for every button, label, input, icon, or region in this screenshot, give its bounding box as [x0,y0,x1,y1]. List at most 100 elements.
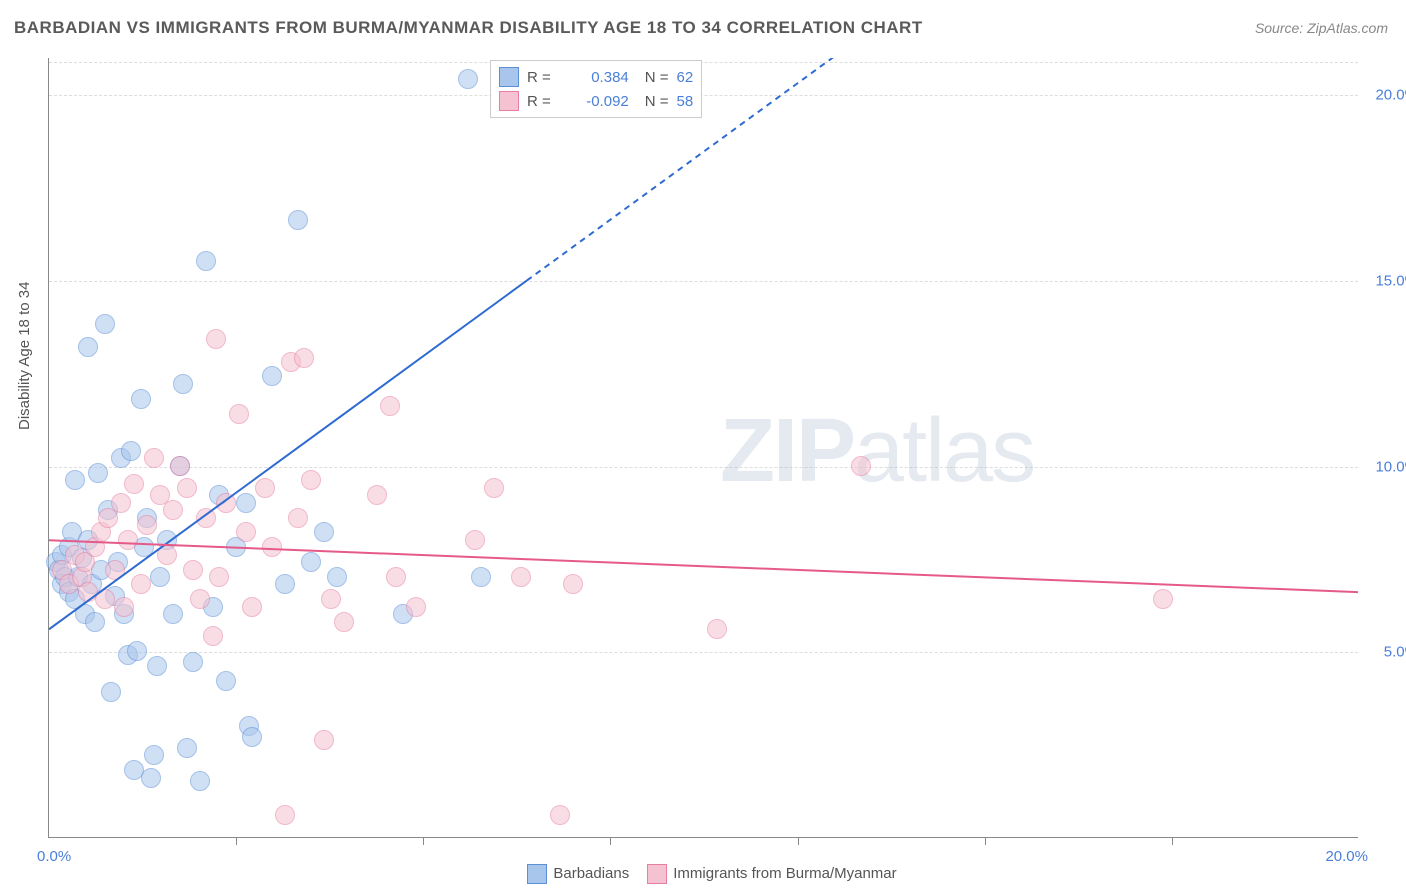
gridline [49,95,1358,96]
plot-area: 5.0%10.0%15.0%20.0%0.0%20.0% [48,58,1358,838]
n-value: 62 [677,69,694,86]
x-tick [236,837,237,845]
data-point [288,210,308,230]
x-origin-label: 0.0% [37,848,71,865]
data-point [131,574,151,594]
data-point [229,404,249,424]
data-point [78,337,98,357]
data-point [367,485,387,505]
gridline [49,62,1358,63]
data-point [294,348,314,368]
n-value: 58 [677,93,694,110]
data-point [511,567,531,587]
data-point [380,396,400,416]
legend-series-label: Immigrants from Burma/Myanmar [673,865,896,882]
gridline [49,652,1358,653]
correlation-legend: R = 0.384 N = 62 R = -0.092 N = 58 [490,60,702,118]
data-point [124,474,144,494]
data-point [314,730,334,750]
x-tick [423,837,424,845]
data-point [127,641,147,661]
data-point [144,745,164,765]
data-point [163,604,183,624]
x-tick [610,837,611,845]
data-point [275,574,295,594]
y-axis-label: Disability Age 18 to 34 [16,282,33,430]
r-value: 0.384 [559,69,629,86]
data-point [173,374,193,394]
data-point [471,567,491,587]
data-point [65,470,85,490]
data-point [170,456,190,476]
data-point [550,805,570,825]
legend-swatch [499,67,519,87]
data-point [88,463,108,483]
r-label: R = [527,93,551,110]
data-point [114,597,134,617]
data-point [262,537,282,557]
data-point [150,567,170,587]
data-point [386,567,406,587]
legend-series-label: Barbadians [553,865,629,882]
data-point [465,530,485,550]
chart-title: BARBADIAN VS IMMIGRANTS FROM BURMA/MYANM… [14,18,923,38]
data-point [95,314,115,334]
data-point [255,478,275,498]
gridline [49,281,1358,282]
data-point [196,251,216,271]
data-point [262,366,282,386]
x-max-label: 20.0% [1325,848,1368,865]
data-point [563,574,583,594]
data-point [242,727,262,747]
data-point [458,69,478,89]
data-point [131,389,151,409]
data-point [301,470,321,490]
data-point [141,768,161,788]
data-point [275,805,295,825]
data-point [183,560,203,580]
data-point [334,612,354,632]
data-point [236,493,256,513]
y-tick-label: 15.0% [1363,272,1406,289]
data-point [95,589,115,609]
data-point [327,567,347,587]
data-point [177,738,197,758]
data-point [163,500,183,520]
data-point [851,456,871,476]
data-point [484,478,504,498]
data-point [216,493,236,513]
data-point [216,671,236,691]
x-tick [1172,837,1173,845]
y-tick-label: 10.0% [1363,458,1406,475]
r-value: -0.092 [559,93,629,110]
data-point [190,771,210,791]
legend-row: R =0.384N = 62 [499,65,693,89]
data-point [203,626,223,646]
x-tick [798,837,799,845]
legend-swatch [647,864,667,884]
gridline [49,467,1358,468]
legend-row: R = -0.092 N = 58 [499,89,693,113]
y-tick-label: 5.0% [1363,644,1406,661]
data-point [196,508,216,528]
data-point [707,619,727,639]
data-point [137,515,157,535]
data-point [157,545,177,565]
data-point [177,478,197,498]
r-label: R = [527,69,551,86]
data-point [406,597,426,617]
data-point [121,441,141,461]
data-point [242,597,262,617]
data-point [101,682,121,702]
data-point [236,522,256,542]
data-point [321,589,341,609]
series-legend: Barbadians Immigrants from Burma/Myanmar [0,864,1406,884]
x-tick [985,837,986,845]
n-label: N = [645,93,669,110]
data-point [183,652,203,672]
data-point [314,522,334,542]
data-point [301,552,321,572]
data-point [118,530,138,550]
data-point [206,329,226,349]
data-point [147,656,167,676]
